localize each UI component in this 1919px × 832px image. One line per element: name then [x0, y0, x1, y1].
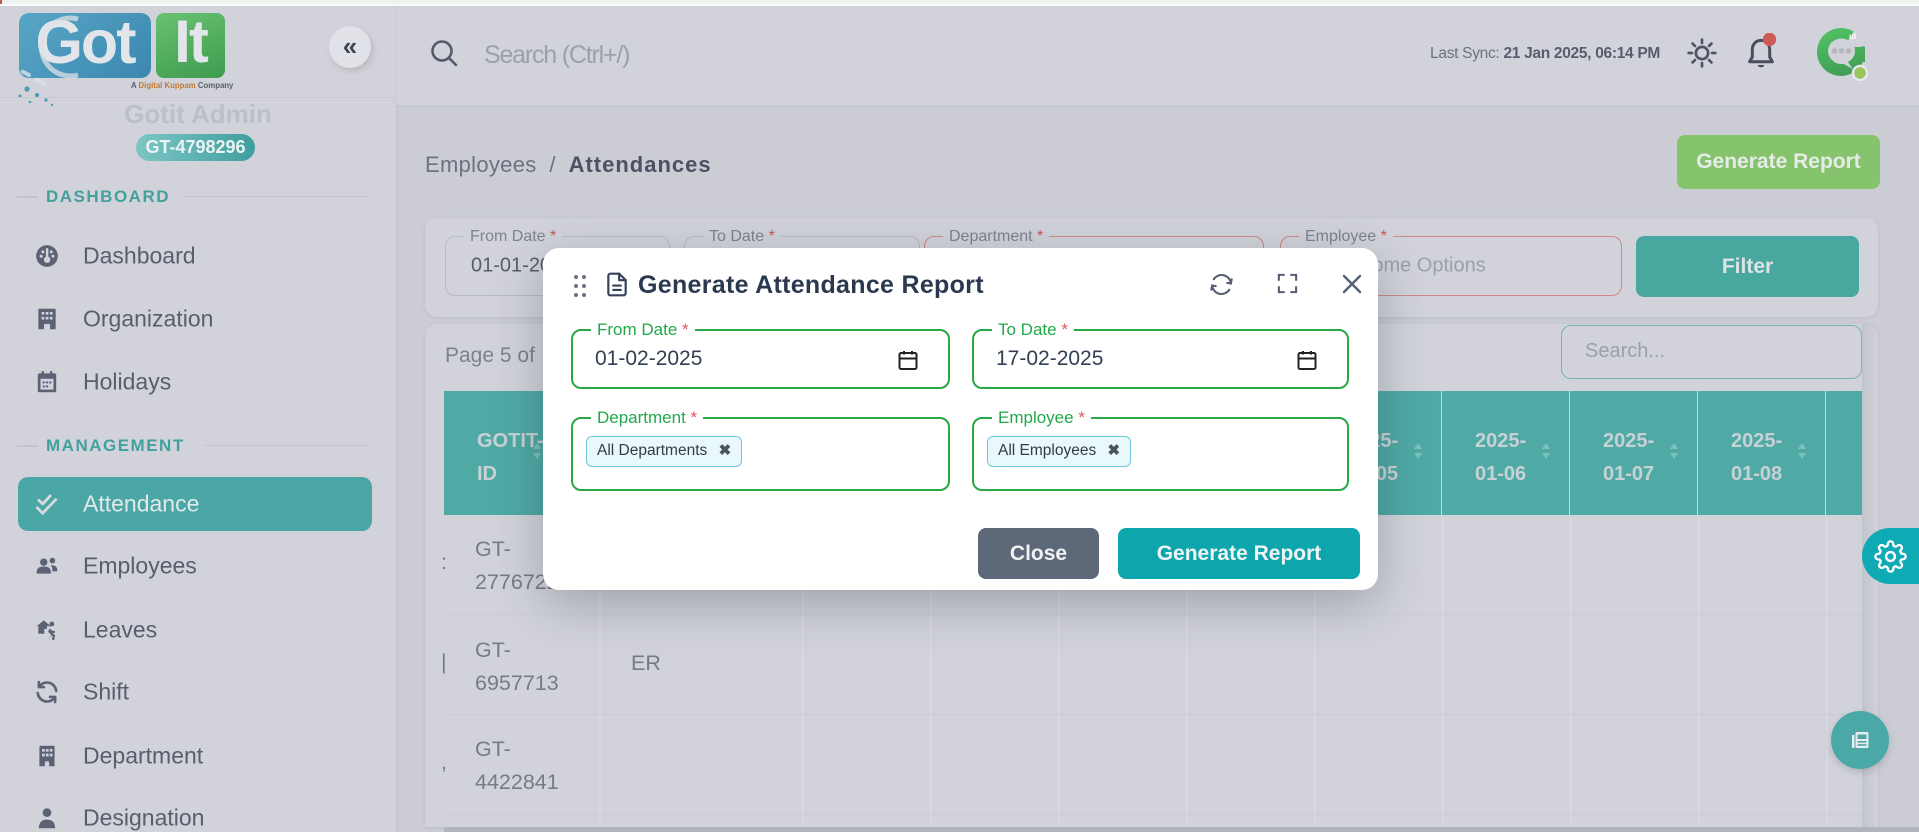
- svg-text:ul: ul: [1849, 32, 1856, 41]
